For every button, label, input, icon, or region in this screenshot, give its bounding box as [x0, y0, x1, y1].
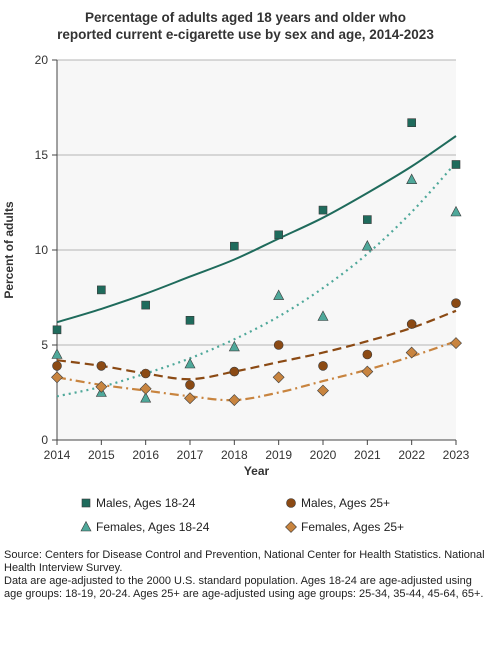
x-tick-label: 2023: [443, 448, 470, 462]
y-axis-title: Percent of adults: [2, 201, 16, 299]
data-point-males-ages-25: [406, 319, 417, 329]
x-tick-label: 2015: [88, 448, 115, 462]
data-point-females-ages-25: [361, 365, 374, 378]
x-tick-label: 2014: [44, 448, 71, 462]
x-tick-label: 2021: [354, 448, 381, 462]
data-point-males-ages-18-24: [274, 230, 283, 240]
y-tick-label: 15: [35, 148, 49, 162]
x-tick-label: 2020: [310, 448, 337, 462]
data-point-males-ages-25: [273, 340, 284, 350]
x-tick-label: 2017: [177, 448, 204, 462]
data-point-females-ages-25: [228, 394, 241, 407]
legend-marker-females-ages-18-24: [80, 520, 92, 532]
legend-label-females-ages-18-24: Females, Ages 18-24: [96, 520, 210, 534]
x-tick-label: 2019: [265, 448, 292, 462]
data-point-males-ages-18-24: [407, 118, 416, 127]
data-point-females-ages-18-24: [184, 357, 196, 369]
legend-marker-females-ages-25: [285, 521, 297, 533]
data-point-females-ages-18-24: [361, 240, 373, 251]
legend-label-males-ages-18-24: Males, Ages 18-24: [96, 496, 196, 510]
trend-line-males-ages-25: [56, 309, 457, 381]
data-point-females-ages-25: [139, 382, 152, 395]
y-tick-label: 20: [35, 53, 49, 67]
legend-label-males-ages-25: Males, Ages 25+: [301, 496, 390, 510]
x-tick-label: 2018: [221, 448, 248, 462]
chart-title-line-2: reported current e-cigarette use by sex …: [57, 27, 434, 42]
data-point-males-ages-18-24: [451, 160, 461, 169]
data-point-females-ages-18-24: [51, 348, 63, 359]
data-point-males-ages-25: [185, 380, 195, 390]
data-point-females-ages-18-24: [317, 310, 329, 321]
data-point-females-ages-18-24: [406, 173, 418, 184]
data-point-males-ages-18-24: [318, 205, 328, 215]
data-point-males-ages-18-24: [52, 325, 62, 335]
legend-marker-males-ages-18-24: [81, 498, 91, 508]
legend-label-females-ages-25: Females, Ages 25+: [301, 520, 404, 534]
y-tick-label: 0: [41, 433, 48, 447]
data-point-males-ages-18-24: [97, 285, 106, 295]
data-point-females-ages-25: [272, 371, 285, 384]
x-tick-label: 2022: [398, 448, 425, 462]
note-line: Data are age-adjusted to the 2000 U.S. s…: [4, 575, 484, 600]
chart-title: Percentage of adults aged 18 years and o…: [20, 9, 471, 43]
x-tick-label: 2016: [132, 448, 159, 462]
data-point-females-ages-25: [95, 380, 108, 393]
x-axis-title: Year: [244, 464, 270, 478]
data-point-males-ages-25: [96, 361, 107, 371]
data-point-females-ages-25: [405, 346, 418, 359]
data-point-males-ages-18-24: [185, 315, 195, 325]
chart-title-line-1: Percentage of adults aged 18 years and o…: [84, 10, 407, 25]
chart: 0 5 10 15 20 2014 2015 2016 2017 2018 2019 2020 2021…: [2, 53, 470, 534]
data-point-females-ages-18-24: [228, 340, 240, 352]
y-tick-label: 10: [35, 243, 49, 257]
data-point-males-ages-25: [451, 298, 461, 309]
data-point-males-ages-18-24: [363, 215, 372, 224]
data-point-males-ages-25: [229, 366, 240, 377]
source-line: Source: Centers for Disease Control and …: [4, 549, 485, 574]
data-point-females-ages-18-24: [140, 392, 152, 403]
data-point-females-ages-18-24: [450, 205, 462, 217]
y-tick-label: 5: [41, 338, 48, 352]
data-point-females-ages-25: [450, 337, 462, 350]
data-point-males-ages-25: [140, 368, 151, 379]
data-point-males-ages-25: [362, 349, 373, 360]
legend-marker-males-ages-25: [286, 498, 296, 508]
data-point-males-ages-18-24: [141, 300, 150, 310]
trend-line-males-ages-18-24: [56, 135, 457, 324]
source-note: Source: Centers for Disease Control and …: [4, 549, 488, 601]
data-point-females-ages-25: [184, 392, 196, 405]
data-point-males-ages-18-24: [230, 241, 239, 251]
data-point-males-ages-25: [52, 361, 62, 371]
data-point-females-ages-25: [51, 371, 63, 384]
data-point-females-ages-25: [317, 384, 329, 397]
data-point-males-ages-25: [318, 361, 328, 371]
data-point-females-ages-18-24: [273, 289, 285, 300]
